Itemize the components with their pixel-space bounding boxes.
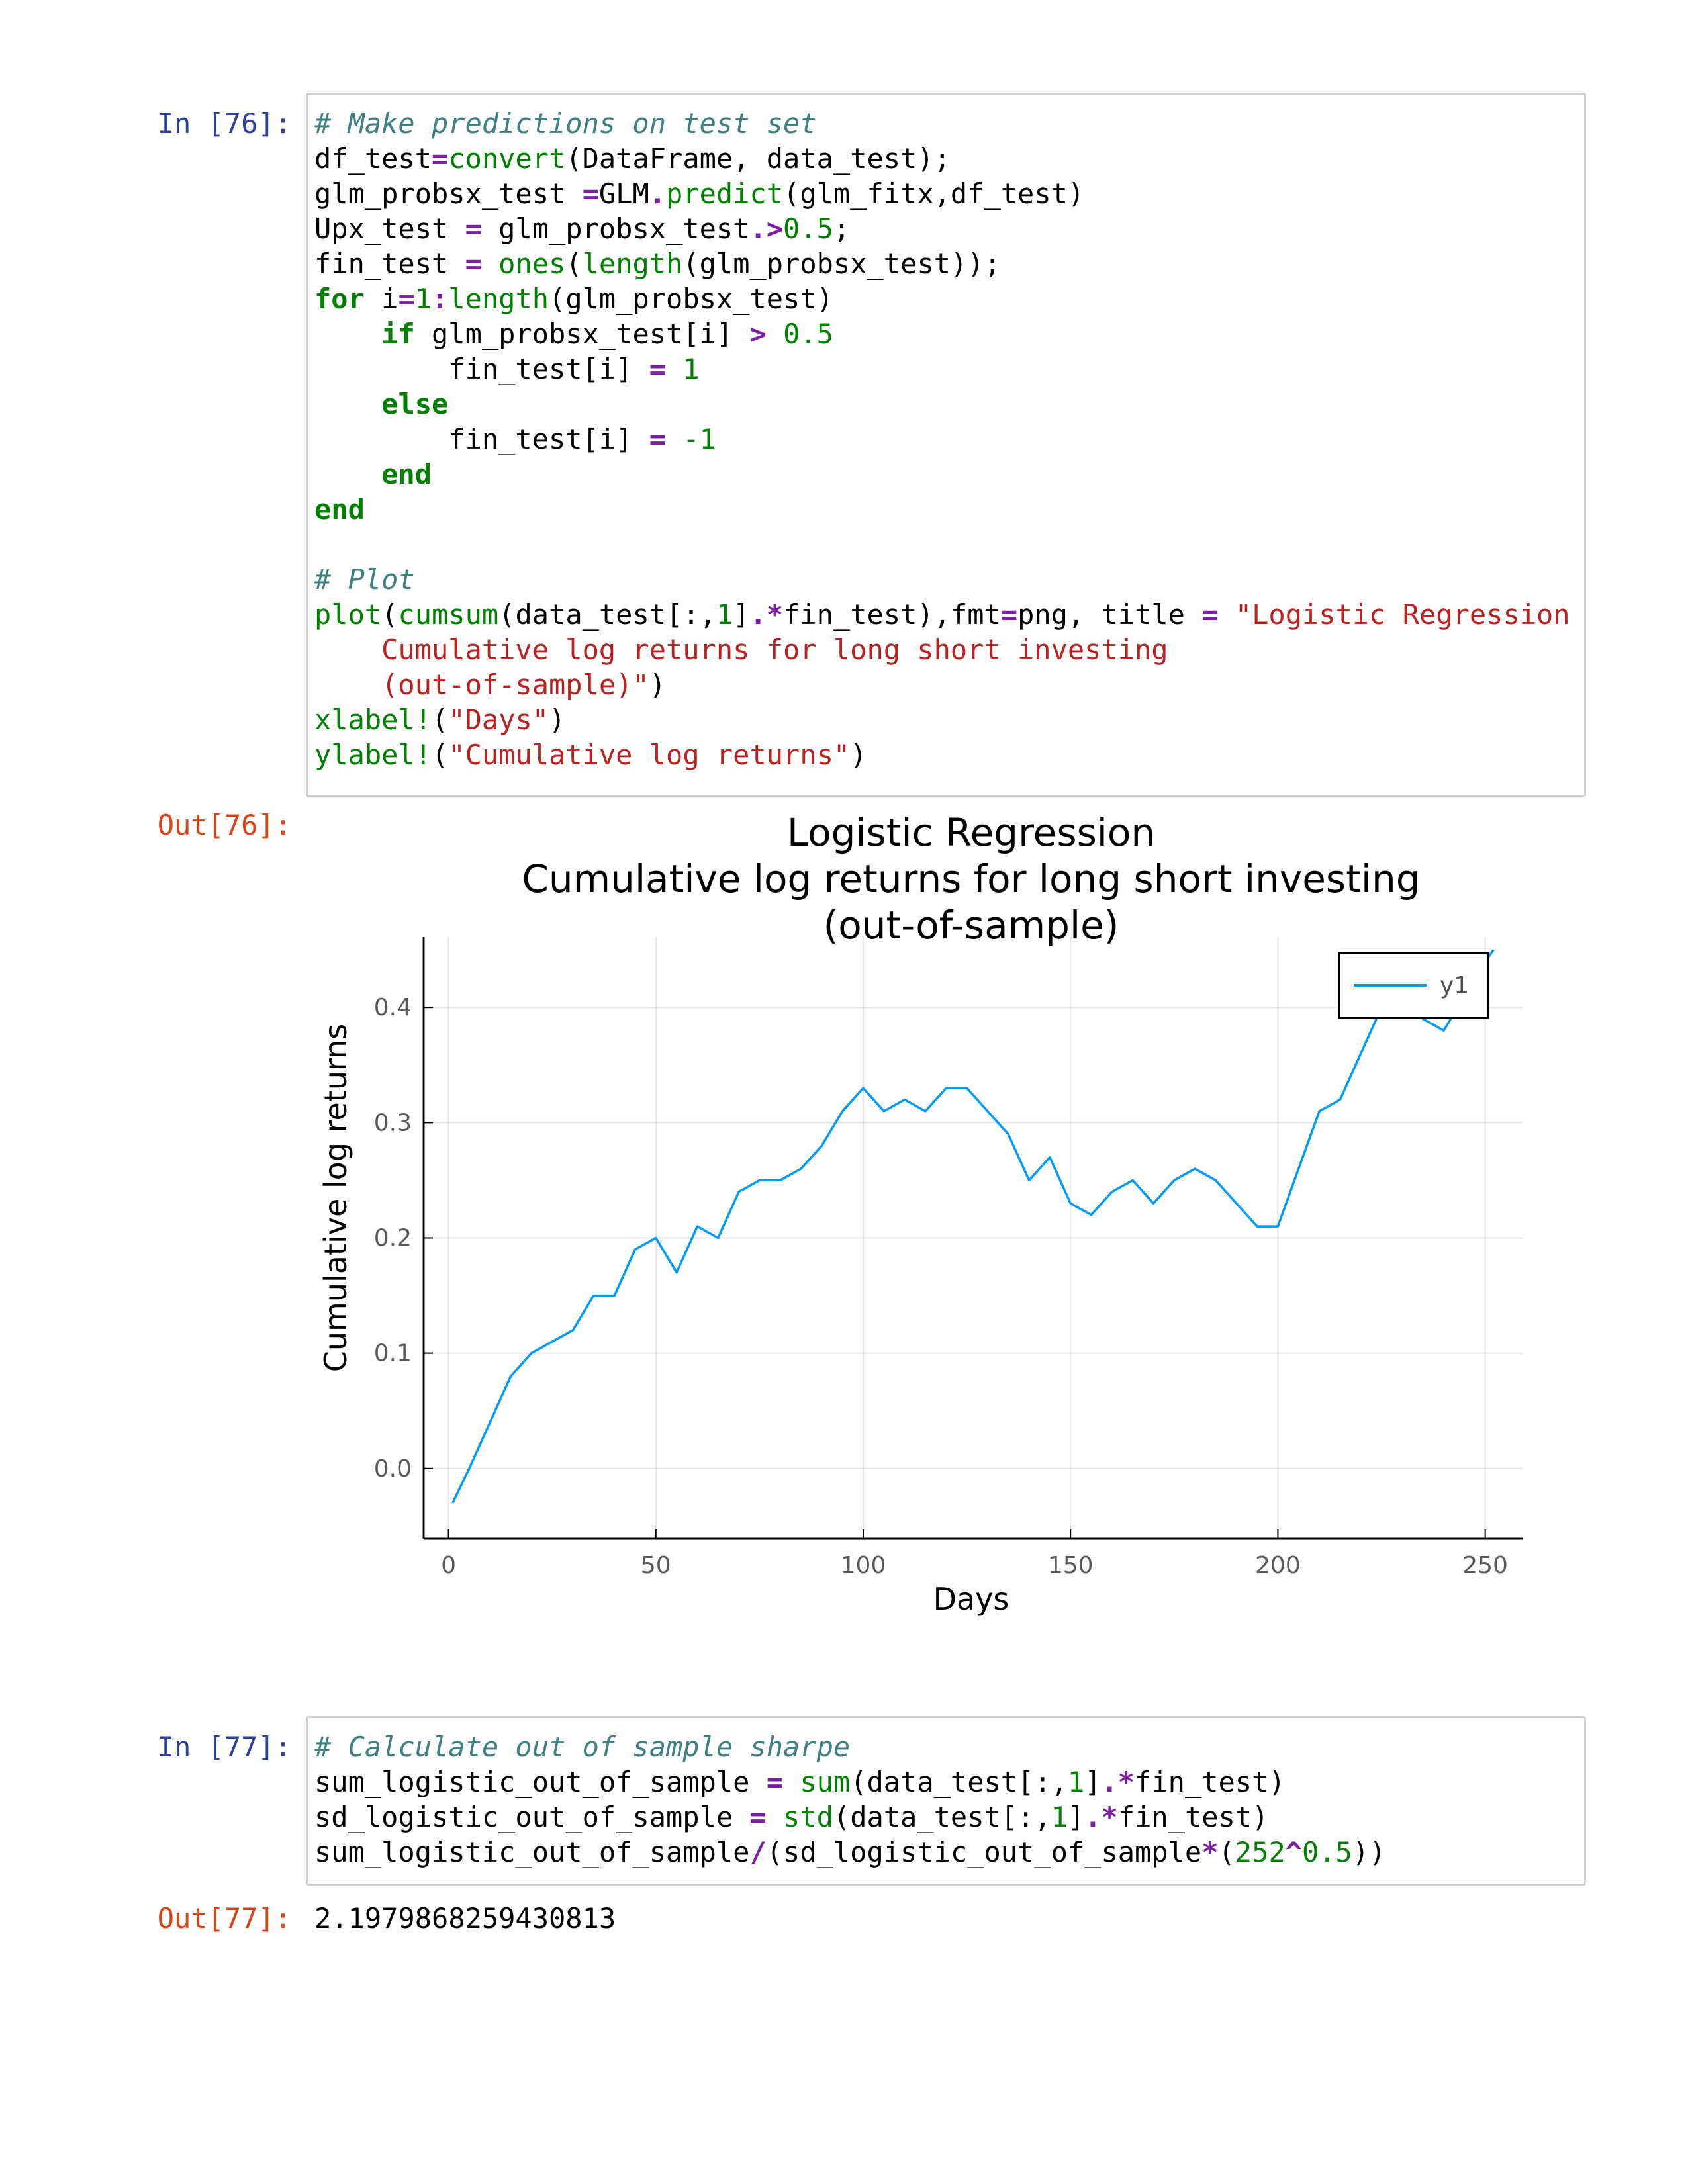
- code-line: Upx_test = glm_probsx_test.>0.5;: [314, 212, 851, 245]
- code-line: [314, 527, 1570, 562]
- code-line: glm_probsx_test =GLM.predict(glm_fitx,df…: [314, 177, 1085, 210]
- cell-76-code[interactable]: # Make predictions on test set df_test=co…: [314, 106, 1570, 772]
- code-line: Cumulative log returns for long short in…: [314, 633, 1168, 666]
- y-tick-label: 0.2: [374, 1225, 412, 1252]
- cell-77-output-prompt: Out[77]:: [157, 1902, 291, 1934]
- x-axis-label: Days: [933, 1581, 1009, 1617]
- plot-ticks: 0 50 100 150 200 250 0.0 0.1 0.2 0.3 0.4: [374, 994, 1508, 1579]
- chart-title-line: (out-of-sample): [823, 903, 1119, 948]
- x-tick-label: 200: [1255, 1552, 1301, 1579]
- cell-76-code-cell[interactable]: [306, 93, 1586, 797]
- cell-77-input-prompt: In [77]:: [157, 1731, 291, 1763]
- code-line: # Plot: [314, 563, 415, 596]
- code-line: sum_logistic_out_of_sample = sum(data_te…: [314, 1766, 1286, 1798]
- code-line: else: [381, 388, 449, 420]
- y-axis-label: Cumulative log returns: [318, 1024, 353, 1373]
- x-tick-label: 250: [1462, 1552, 1508, 1579]
- x-tick-label: 0: [441, 1552, 456, 1579]
- plot-axes: [422, 937, 1523, 1540]
- cell-77-code[interactable]: # Calculate out of sample sharpe sum_logi…: [314, 1729, 1385, 1870]
- code-line: # Make predictions on test set: [314, 107, 817, 140]
- cell-76-input-prompt: In [76]:: [157, 107, 291, 140]
- plot-grid: [424, 937, 1523, 1539]
- cell-76-output-prompt: Out[76]:: [157, 809, 291, 841]
- series-line-y1: [451, 949, 1495, 1504]
- code-line: end: [314, 493, 365, 525]
- x-tick-label: 100: [841, 1552, 886, 1579]
- plot-series: [451, 949, 1495, 1504]
- legend-box: [1338, 952, 1489, 1019]
- chart-title-line: Cumulative log returns for long short in…: [522, 856, 1420, 901]
- code-line: sum_logistic_out_of_sample/(sd_logistic_…: [314, 1836, 1386, 1868]
- code-line: plot(cumsum(data_test[:,1].*fin_test),fm…: [314, 598, 1570, 631]
- code-line: for i=1:length(glm_probsx_test): [314, 283, 833, 315]
- code-line: if glm_probsx_test[i] > 0.5: [381, 318, 833, 350]
- cell-77-code-cell[interactable]: [306, 1716, 1586, 1886]
- code-line: xlabel!("Days"): [314, 704, 566, 736]
- code-line: end: [381, 458, 432, 490]
- code-line: fin_test = ones(length(glm_probsx_test))…: [314, 248, 1001, 280]
- code-line: fin_test[i] = -1: [314, 423, 716, 455]
- x-tick-label: 50: [641, 1552, 671, 1579]
- plot-legend: y1: [1338, 952, 1489, 1019]
- code-line: (out-of-sample)"): [314, 668, 667, 701]
- x-tick-label: 150: [1048, 1552, 1094, 1579]
- y-tick-label: 0.3: [374, 1109, 412, 1136]
- code-line: ylabel!("Cumulative log returns"): [314, 739, 867, 771]
- y-tick-label: 0.1: [374, 1340, 412, 1367]
- code-line: df_test=convert(DataFrame, data_test);: [314, 142, 951, 175]
- code-line: sd_logistic_out_of_sample = std(data_tes…: [314, 1801, 1269, 1833]
- cell-77-output-value: 2.1979868259430813: [314, 1902, 616, 1934]
- chart-title-line: Logistic Regression: [787, 810, 1155, 855]
- y-tick-label: 0.4: [374, 994, 412, 1021]
- legend-label-y1: y1: [1440, 972, 1469, 999]
- code-line: # Calculate out of sample sharpe: [314, 1731, 851, 1763]
- code-line: fin_test[i] = 1: [314, 353, 700, 385]
- y-tick-label: 0.0: [374, 1455, 412, 1482]
